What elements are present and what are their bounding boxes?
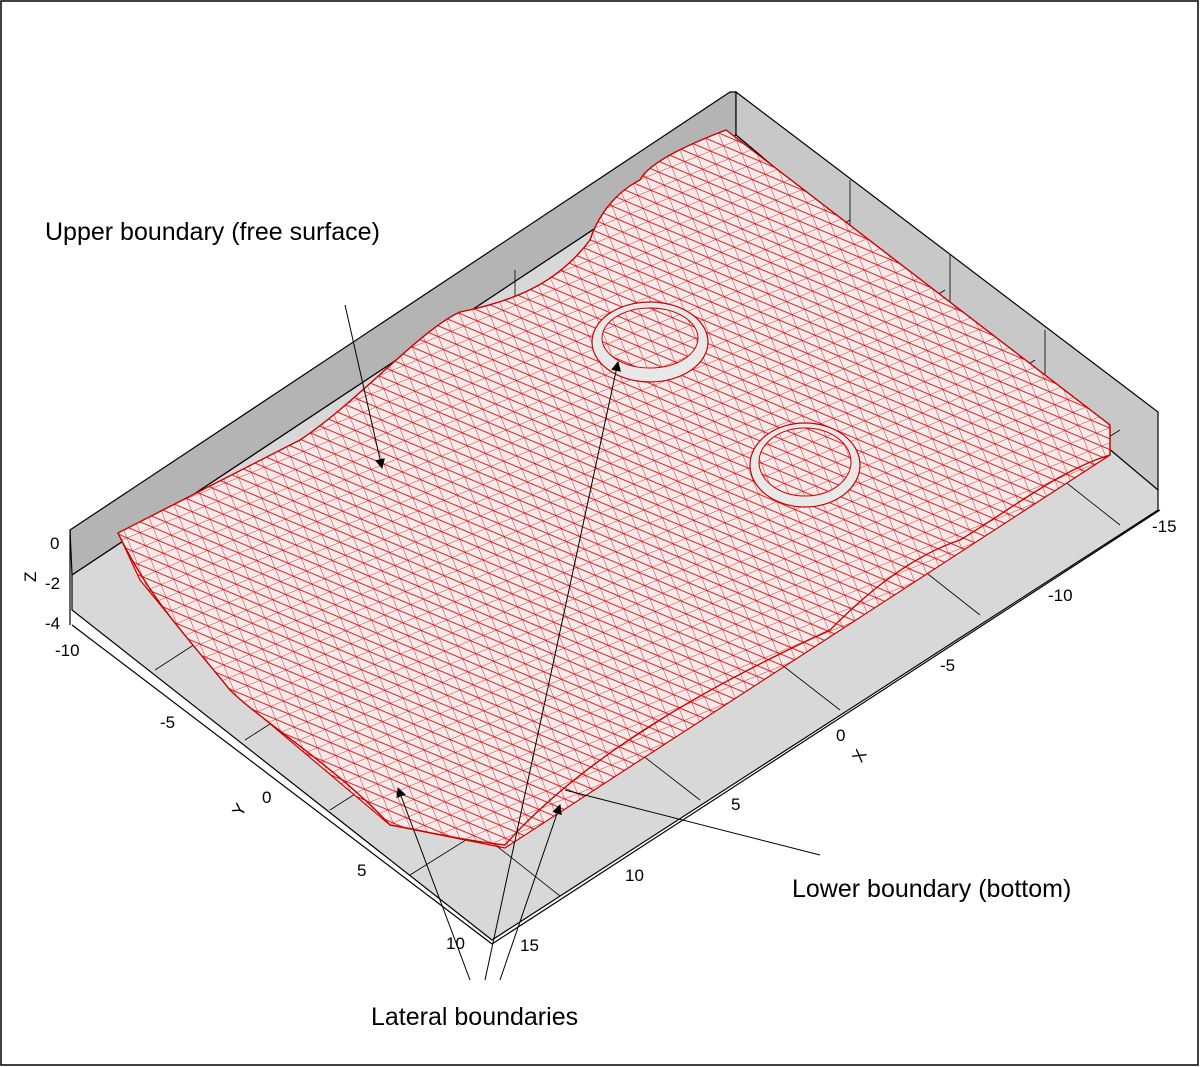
x-axis-label: X (848, 746, 870, 765)
z-tick-0: 0 (50, 534, 59, 553)
x-tick-3: 0 (836, 726, 845, 745)
y-tick-3: 5 (357, 861, 366, 880)
x-tick-1: -10 (1048, 586, 1073, 605)
lower-boundary-label: Lower boundary (bottom) (792, 875, 1071, 903)
z-tick-2: -4 (45, 614, 60, 633)
x-tick-5: 10 (625, 866, 644, 885)
z-tick-1: -2 (45, 574, 60, 593)
z-axis-label: Z (21, 572, 40, 582)
y-tick-2: 0 (262, 788, 271, 807)
y-tick-1: -5 (160, 713, 175, 732)
lateral-boundaries-label: Lateral boundaries (371, 1003, 578, 1031)
x-tick-6: 15 (520, 936, 539, 955)
x-tick-4: 5 (731, 795, 740, 814)
z-axis: 0 -2 -4 Z (21, 530, 70, 633)
x-tick-2: -5 (940, 656, 955, 675)
y-tick-0: -10 (55, 641, 80, 660)
y-tick-4: 10 (446, 934, 465, 953)
island-mesh-2 (759, 428, 851, 496)
upper-boundary-label: Upper boundary (free surface) (45, 218, 380, 246)
island-mesh-1 (602, 308, 698, 368)
x-tick-0: -15 (1152, 517, 1177, 536)
y-axis-label: Y (228, 800, 250, 819)
